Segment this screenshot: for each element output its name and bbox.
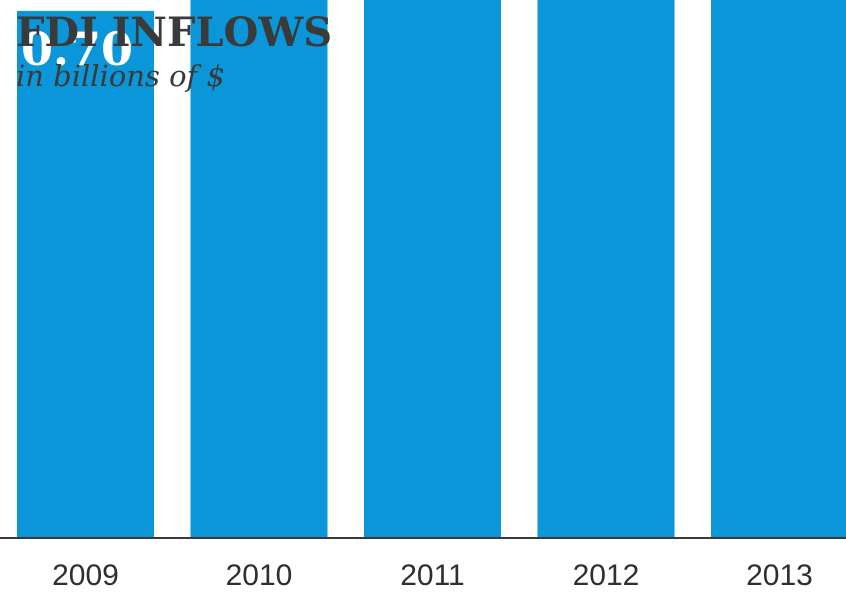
chart-subtitle: in billions of $ bbox=[16, 59, 225, 93]
x-tick-label-2012: 2012 bbox=[573, 559, 640, 592]
x-tick-label-2013: 2013 bbox=[746, 559, 813, 592]
value-label-2009: 0.70 bbox=[21, 22, 133, 76]
bar-2009 bbox=[17, 10, 154, 538]
bar-2012 bbox=[537, 0, 675, 538]
x-tick-label-2011: 2011 bbox=[400, 559, 465, 592]
x-tick-label-2010: 2010 bbox=[226, 559, 293, 592]
bar-2013 bbox=[711, 0, 846, 539]
bar-2010 bbox=[190, 0, 328, 538]
value-labels-group: 0.700.911.141.291.60 bbox=[21, 22, 133, 76]
chart-title: FDI INFLOWS bbox=[16, 9, 332, 56]
x-tick-label-2009: 2009 bbox=[52, 559, 119, 592]
bar-2011 bbox=[364, 0, 501, 539]
bars-group bbox=[17, 0, 846, 539]
x-tick-labels-group: 2009 2010 2011 2012 2013 bbox=[52, 559, 813, 592]
